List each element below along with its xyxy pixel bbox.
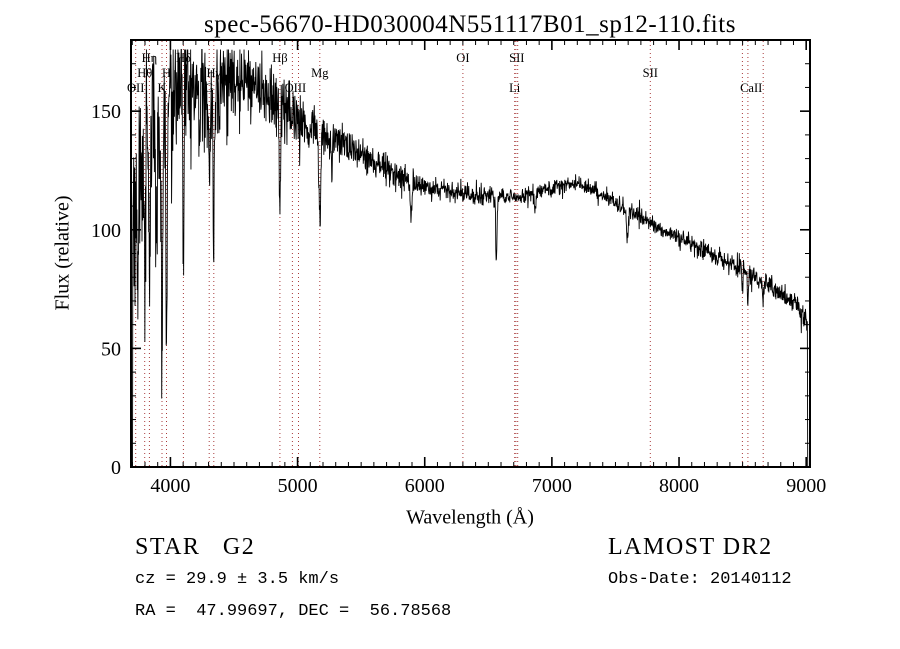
x-axis-label: Wavelength (Å): [406, 506, 534, 529]
spectral-line-label: SII: [643, 66, 658, 80]
spectral-line-label: SII: [509, 51, 524, 65]
y-tick-labels: 0 50 100 150: [91, 101, 121, 479]
spectral-line-label: Hθ: [137, 66, 152, 80]
spectral-line-label: K: [157, 81, 166, 95]
ra-dec-value: RA = 47.99697, DEC = 56.78568: [135, 602, 452, 621]
x-tick-label: 4000: [150, 475, 190, 497]
x-tick-label: 8000: [659, 475, 699, 497]
classification-label: STAR G2: [135, 534, 256, 560]
y-tick-label: 0: [111, 457, 121, 479]
spectral-line-label: Hβ: [272, 51, 287, 65]
spectral-line-label: Hδ: [176, 51, 191, 65]
y-tick-label: 150: [91, 101, 121, 123]
spectral-line-label: CaII: [740, 81, 762, 95]
spectral-line-label: Li: [509, 81, 521, 95]
y-tick-label: 100: [91, 220, 121, 242]
plot-frame: [130, 39, 811, 468]
cz-value: cz = 29.9 ± 3.5 km/s: [135, 570, 340, 589]
spectral-line-label: Mg: [311, 66, 329, 80]
obs-date: Obs-Date: 20140112: [608, 570, 792, 589]
x-tick-label: 9000: [786, 475, 826, 497]
x-tick-label: 7000: [532, 475, 572, 497]
y-axis-label: Flux (relative): [51, 195, 74, 311]
survey-label: LAMOST DR2: [608, 534, 773, 560]
spectral-line-label: G: [205, 81, 214, 95]
spectral-line-label: OII: [127, 81, 144, 95]
spectral-line-label: Hγ: [207, 66, 222, 80]
spectral-line-label: Hη: [142, 51, 158, 65]
spectral-line-label: H: [162, 66, 171, 80]
x-tick-labels: 4000 5000 6000 7000 8000 9000: [150, 475, 826, 497]
spectrum-line: [132, 49, 809, 468]
plot-title: spec-56670-HD030004N551117B01_sp12-110.f…: [204, 11, 736, 38]
x-tick-label: 5000: [278, 475, 318, 497]
spectral-line-label: OI: [456, 51, 469, 65]
spectral-line-label: OIII: [285, 81, 307, 95]
x-tick-label: 6000: [405, 475, 445, 497]
spectral-line-markers: [135, 41, 764, 466]
y-tick-label: 50: [101, 338, 121, 360]
